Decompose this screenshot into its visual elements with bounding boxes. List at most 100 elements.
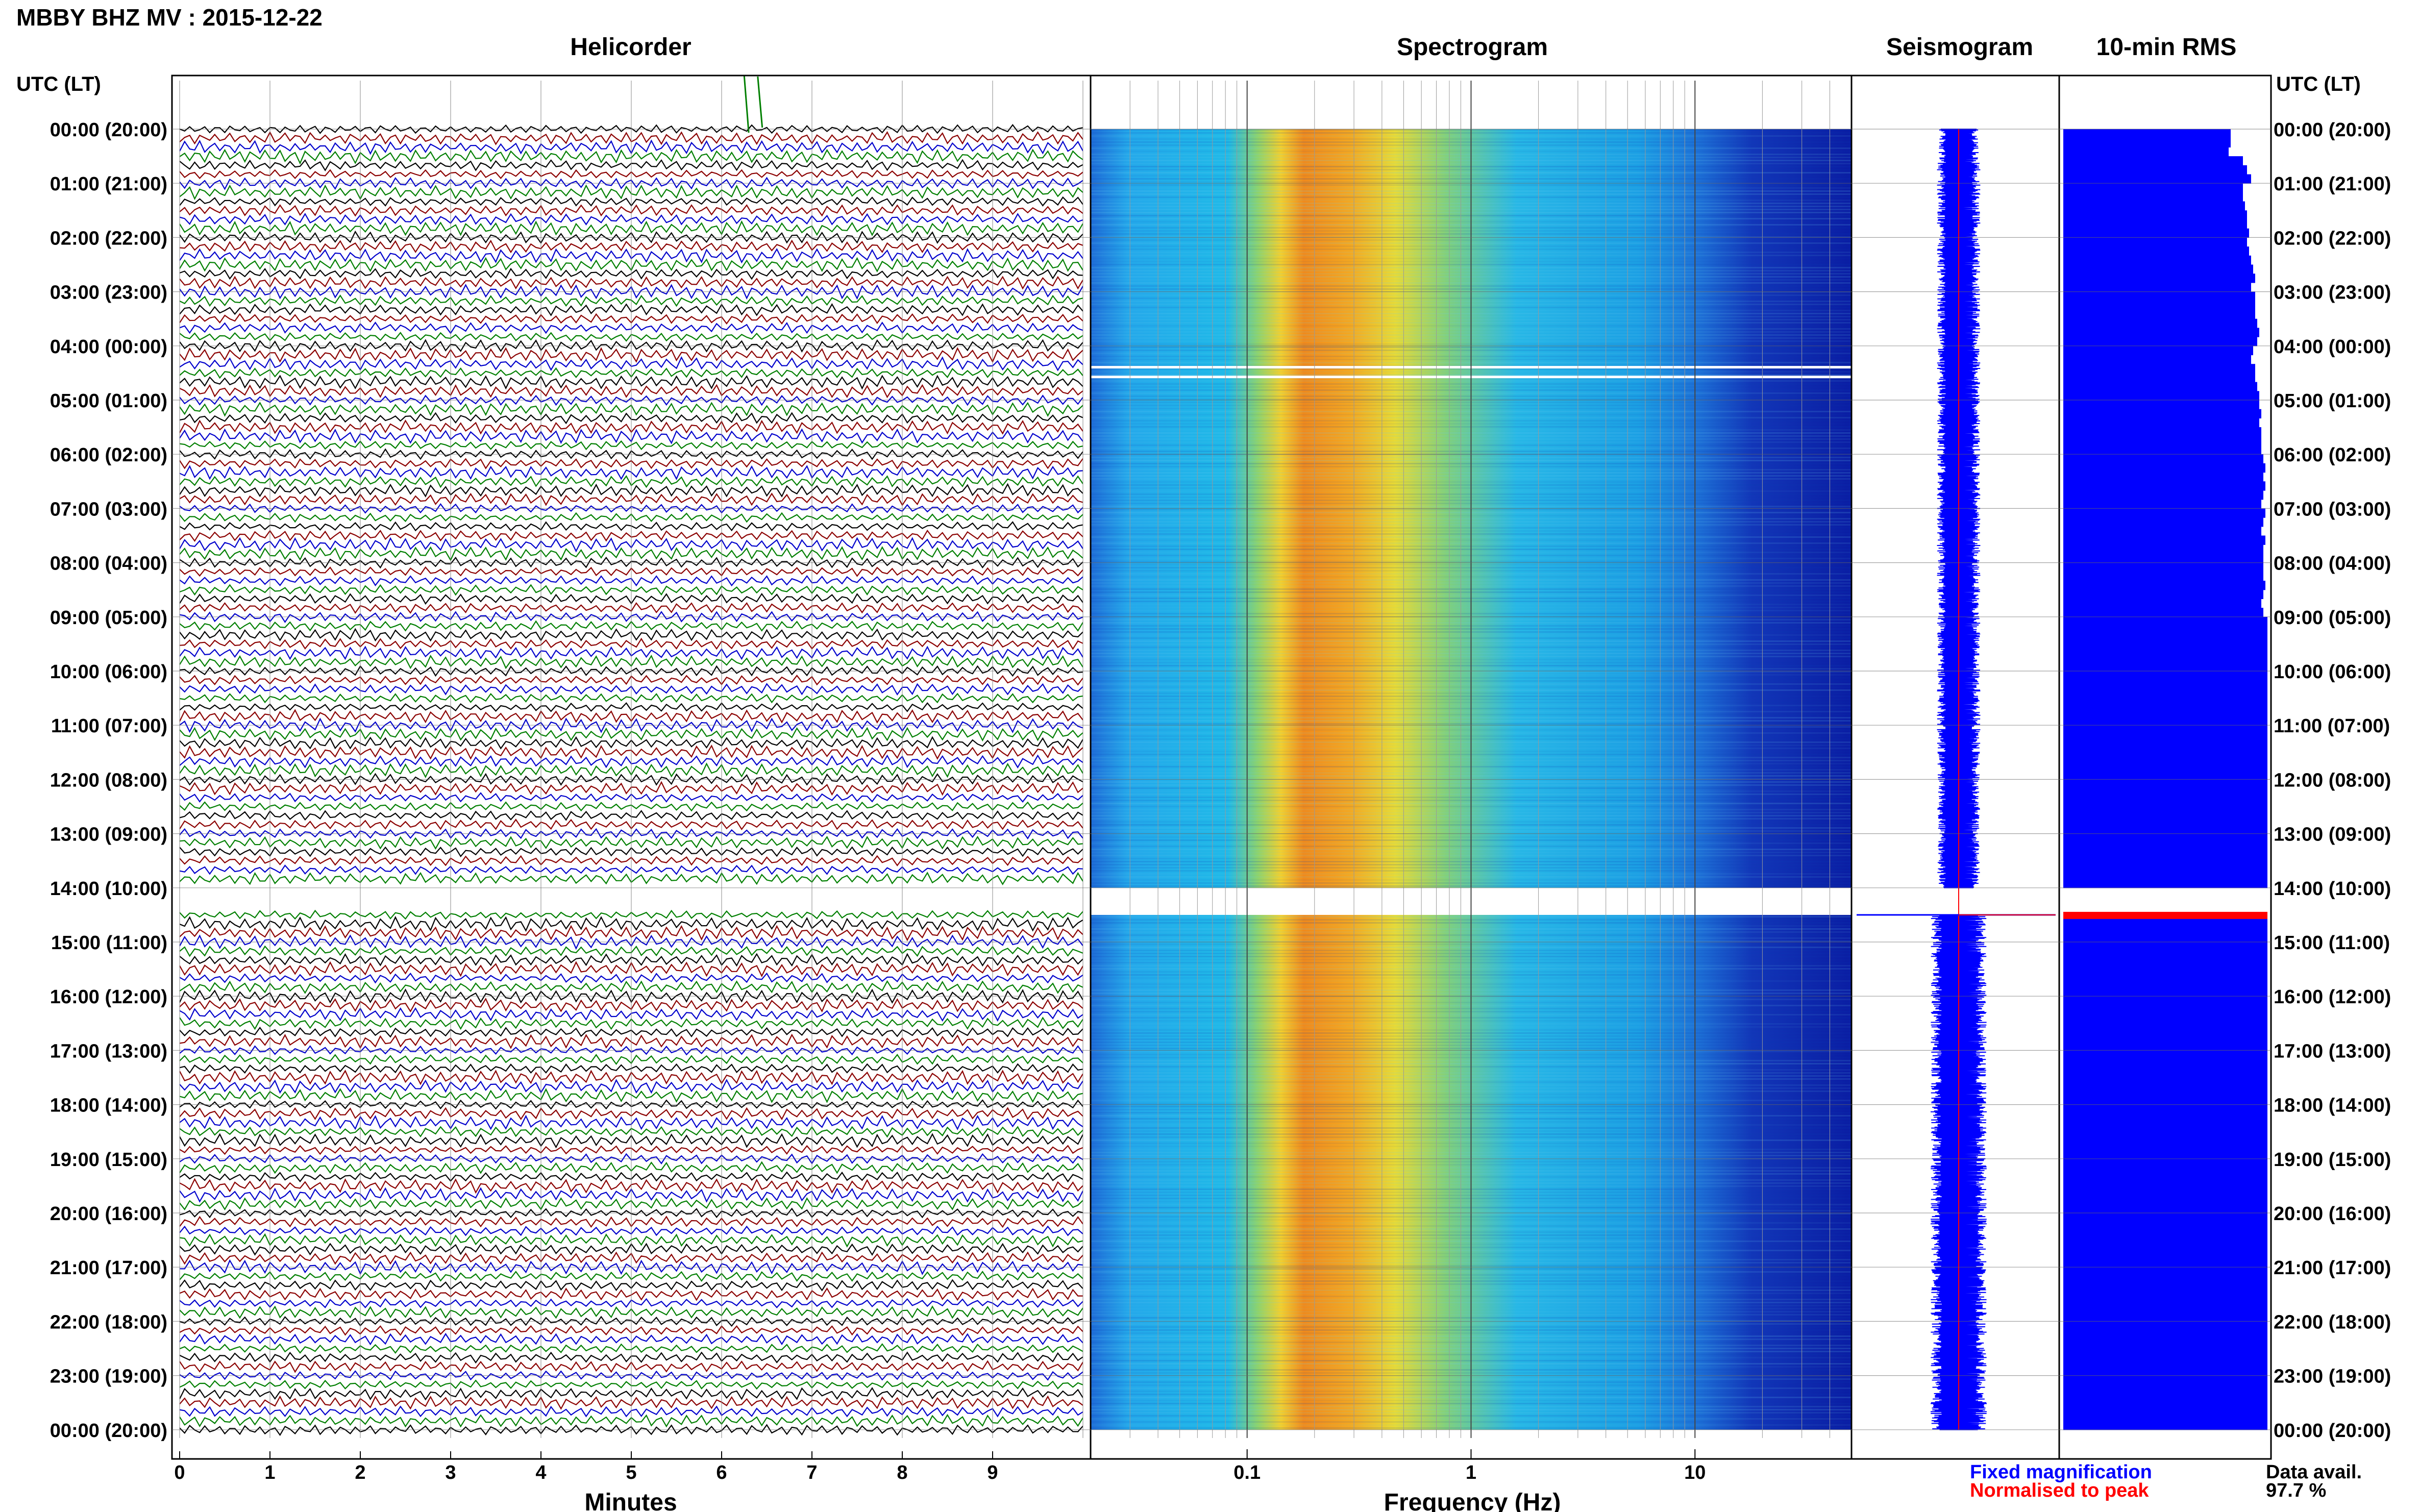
rms-bar [2063, 1384, 2267, 1394]
rms-bar [2063, 409, 2261, 418]
y-tick-left: 05:00 (01:00) [50, 390, 167, 412]
helicorder-x-tick: 0 [174, 1462, 185, 1483]
helicorder-x-tick: 3 [445, 1462, 456, 1483]
rms-bar [2063, 608, 2263, 617]
rms-bar [2063, 400, 2259, 410]
rms-bar [2063, 526, 2261, 536]
rms-bar [2063, 616, 2267, 627]
rms-bar [2063, 535, 2265, 545]
y-tick-left: 19:00 (15:00) [50, 1149, 167, 1171]
y-tick-right: 08:00 (04:00) [2274, 553, 2391, 575]
y-tick-right: 02:00 (22:00) [2274, 228, 2391, 249]
rms-bar [2063, 1402, 2267, 1412]
y-tick-right: 15:00 (11:00) [2274, 932, 2390, 954]
rms-bar [2063, 373, 2255, 383]
rms-bar [2063, 1095, 2267, 1105]
rms-bar [2063, 1150, 2267, 1159]
rms-title: 10-min RMS [2096, 34, 2237, 61]
y-tick-right: 00:00 (20:00) [2274, 119, 2391, 141]
rms-bar [2063, 599, 2261, 608]
rms-bar [2063, 174, 2251, 184]
rms-bar [2063, 879, 2267, 888]
rms-bar [2063, 129, 2231, 139]
y-tick-right: 22:00 (18:00) [2274, 1311, 2391, 1333]
spectrogram-panel [1090, 81, 1852, 1438]
rms-bar [2063, 517, 2263, 527]
y-tick-left: 23:00 (19:00) [50, 1366, 167, 1387]
rms-bar [2063, 1276, 2267, 1286]
helicorder-spike [757, 76, 763, 128]
y-tick-left: 00:00 (20:00) [50, 1420, 167, 1442]
rms-bar [2063, 418, 2259, 428]
y-tick-left: 15:00 (11:00) [51, 932, 167, 954]
rms-bar [2063, 725, 2267, 735]
rms-bar [2063, 337, 2257, 346]
rms-bar [2063, 318, 2257, 328]
rms-bar [2063, 1348, 2267, 1358]
rms-bar [2063, 1267, 2267, 1277]
rms-bar [2063, 508, 2265, 518]
y-tick-left: 21:00 (17:00) [50, 1257, 167, 1279]
rms-bar [2063, 364, 2255, 374]
y-tick-right: 03:00 (23:00) [2274, 282, 2391, 304]
rms-bar [2063, 996, 2267, 1006]
rms-bar [2063, 707, 2267, 717]
rms-bar [2063, 833, 2267, 843]
rms-bar [2063, 183, 2243, 193]
rms-panel [2063, 129, 2267, 1430]
helicorder-x-tick: 2 [355, 1462, 365, 1483]
rms-bar [2063, 481, 2265, 491]
rms-bar [2063, 192, 2243, 202]
time-header-right: UTC (LT) [2276, 73, 2361, 95]
y-tick-right: 13:00 (09:00) [2274, 824, 2391, 846]
rms-bar [2063, 960, 2267, 970]
rms-bar [2063, 978, 2267, 988]
rms-bar [2063, 860, 2267, 870]
y-tick-left: 18:00 (14:00) [50, 1095, 167, 1117]
rms-bar [2063, 1185, 2267, 1196]
rms-bar [2063, 779, 2267, 789]
rms-bar [2063, 1195, 2267, 1204]
y-tick-right: 06:00 (02:00) [2274, 444, 2391, 466]
y-tick-left: 17:00 (13:00) [50, 1040, 167, 1062]
y-tick-right: 18:00 (14:00) [2274, 1095, 2391, 1117]
spectrogram-x-tick: 1 [1466, 1462, 1476, 1483]
rms-bar [2063, 752, 2267, 762]
y-tick-left: 16:00 (12:00) [50, 986, 167, 1008]
rms-bar [2063, 734, 2267, 744]
rms-bar [2063, 1158, 2267, 1169]
helicorder-x-tick: 4 [535, 1462, 546, 1483]
y-tick-left: 04:00 (00:00) [50, 336, 167, 358]
rms-bar [2063, 147, 2229, 157]
y-tick-left: 11:00 (07:00) [51, 715, 167, 737]
spectrogram-x-tick: 0.1 [1233, 1462, 1261, 1483]
rms-bar [2063, 815, 2267, 825]
rms-bar [2063, 1213, 2267, 1223]
y-tick-left: 03:00 (23:00) [50, 282, 167, 304]
rms-bar [2063, 797, 2267, 807]
rms-bar [2063, 680, 2267, 689]
rms-bar [2063, 454, 2263, 464]
figure-title: MBBY BHZ MV : 2015-12-22 [16, 4, 323, 31]
rms-bar [2063, 1123, 2267, 1132]
rms-bar [2063, 544, 2263, 554]
rms-bar [2063, 165, 2247, 175]
y-tick-left: 14:00 (10:00) [50, 878, 167, 900]
rms-bar [2063, 1050, 2267, 1060]
rms-bar [2063, 1005, 2267, 1015]
rms-bar [2063, 1032, 2267, 1042]
rms-bar [2063, 824, 2267, 834]
y-tick-right: 14:00 (10:00) [2274, 878, 2391, 900]
rms-bar [2063, 698, 2267, 708]
rms-bar [2063, 255, 2251, 265]
rms-bar [2063, 842, 2267, 852]
rms-bar [2063, 472, 2263, 482]
y-tick-right: 19:00 (15:00) [2274, 1149, 2391, 1171]
rms-bar [2063, 463, 2265, 473]
rms-bar [2063, 237, 2247, 247]
rms-bar [2063, 770, 2267, 780]
rms-bar [2063, 852, 2267, 861]
time-header-left: UTC (LT) [16, 73, 101, 95]
y-tick-left: 00:00 (20:00) [50, 119, 167, 141]
helicorder-x-tick: 7 [806, 1462, 817, 1483]
